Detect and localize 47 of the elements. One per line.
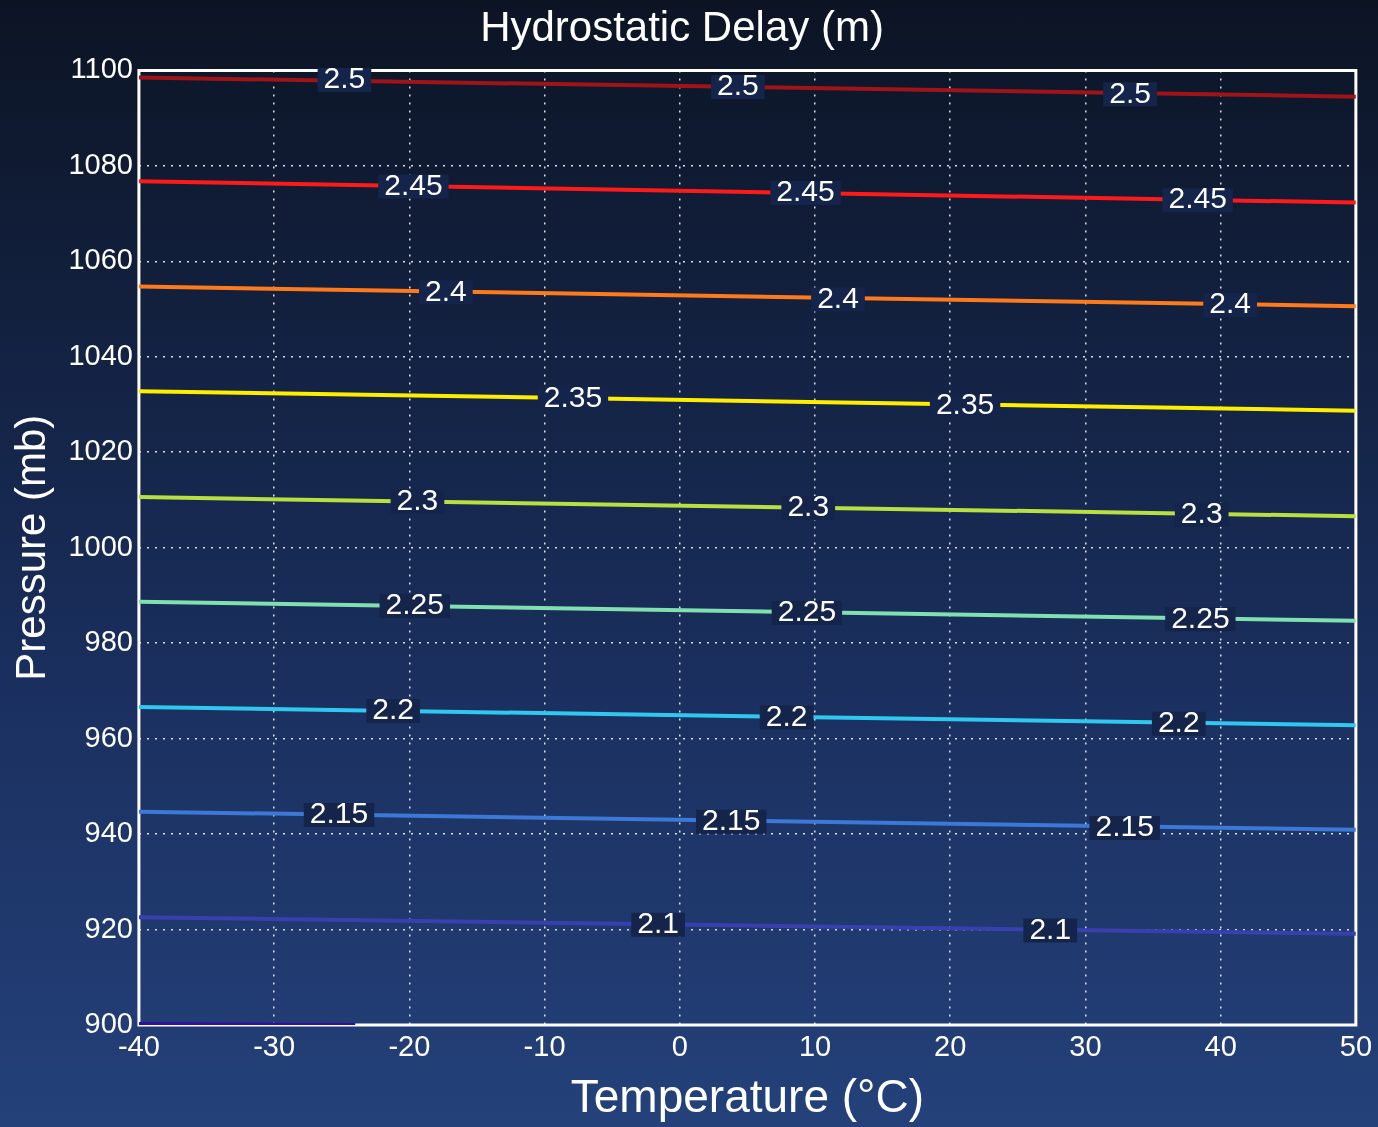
y-tick-label: 1040 bbox=[68, 338, 133, 371]
x-tick-label: 50 bbox=[1339, 1030, 1372, 1063]
y-tick-label: 1080 bbox=[68, 147, 133, 180]
annotation: 2.1 bbox=[637, 906, 680, 940]
y-tick-label: 1100 bbox=[70, 52, 133, 85]
annotation: 2.5 bbox=[323, 61, 366, 95]
x-tick-label: -20 bbox=[388, 1030, 431, 1063]
annotation: 2.25 bbox=[385, 587, 444, 621]
annotation: 2.35 bbox=[543, 380, 603, 414]
annotation: 2.45 bbox=[1168, 181, 1227, 215]
annotation: 2.4 bbox=[1209, 286, 1251, 320]
x-tick-label: 10 bbox=[798, 1030, 832, 1063]
annotation: 2.2 bbox=[1157, 705, 1200, 739]
y-tick-label: 1000 bbox=[68, 529, 133, 562]
annotation: 2.35 bbox=[935, 386, 995, 420]
y-tick-label: 1020 bbox=[68, 434, 133, 467]
annotation: 2.3 bbox=[787, 489, 830, 523]
x-tick-label: -10 bbox=[523, 1030, 566, 1063]
annotation: 2.15 bbox=[1095, 809, 1154, 843]
y-tick-label: 920 bbox=[84, 911, 133, 944]
x-tick-label: 40 bbox=[1204, 1030, 1237, 1063]
annotation: 2.45 bbox=[776, 174, 835, 208]
y-tick-label: 980 bbox=[84, 625, 133, 658]
x-tick-label: -30 bbox=[253, 1030, 296, 1063]
annotation: 2.4 bbox=[425, 273, 467, 307]
y-tick-label: 1060 bbox=[68, 243, 133, 276]
annotation: 2.45 bbox=[384, 167, 443, 201]
annotation: 2.1 bbox=[1029, 911, 1072, 945]
annotation: 2.25 bbox=[1171, 600, 1230, 634]
annotation: 2.5 bbox=[1109, 75, 1151, 109]
y-axis-title: Pressure (mb) bbox=[6, 414, 54, 681]
annotation: 2.4 bbox=[817, 280, 859, 314]
annotation: 2.3 bbox=[396, 482, 439, 516]
annotation: 2.2 bbox=[372, 692, 414, 726]
annotation: 2.5 bbox=[717, 68, 759, 102]
annotation: 2.15 bbox=[701, 802, 761, 836]
annotation: 2.25 bbox=[777, 594, 837, 628]
annotation: 2.3 bbox=[1180, 496, 1223, 530]
x-tick-label: 0 bbox=[671, 1030, 688, 1063]
y-tick-label: 960 bbox=[84, 720, 133, 753]
x-tick-label: 20 bbox=[934, 1030, 967, 1063]
x-axis-title: Temperature (°C) bbox=[570, 1070, 925, 1123]
y-tick-label: 940 bbox=[84, 816, 133, 849]
annotation: 2.2 bbox=[765, 698, 808, 732]
chart-title: Hydrostatic Delay (m) bbox=[480, 2, 884, 50]
x-tick-label: 30 bbox=[1069, 1030, 1102, 1063]
annotation: 2.15 bbox=[309, 796, 369, 830]
